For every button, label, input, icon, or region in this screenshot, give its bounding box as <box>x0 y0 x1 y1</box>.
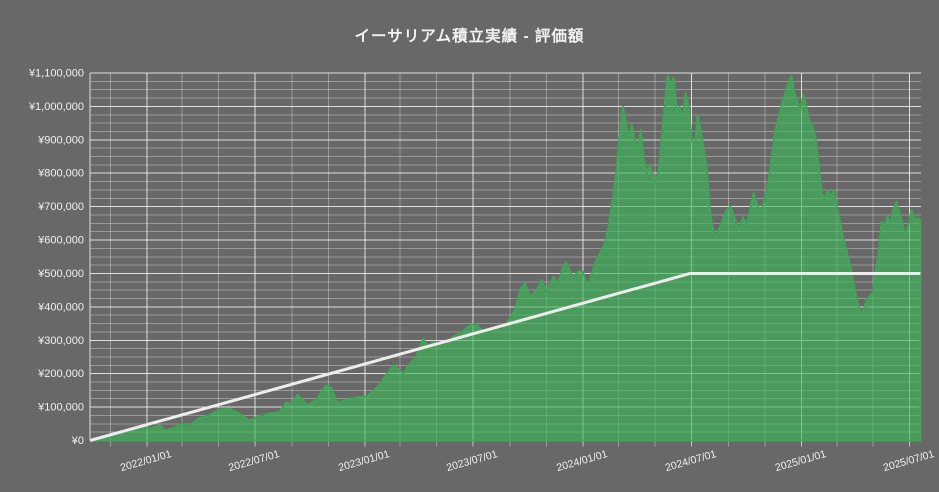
x-axis-ticks <box>109 441 911 447</box>
y-tick-label: ¥200,000 <box>37 368 84 380</box>
x-tick-label: 2024/07/01 <box>664 448 718 474</box>
y-tick-label: ¥0 <box>71 435 84 447</box>
y-tick-label: ¥700,000 <box>37 201 84 213</box>
x-tick-label: 2024/01/01 <box>555 448 609 474</box>
x-tick-label: 2025/01/01 <box>774 448 828 474</box>
y-tick-label: ¥300,000 <box>37 335 84 347</box>
y-tick-label: ¥400,000 <box>37 301 84 313</box>
x-tick-label: 2022/01/01 <box>119 448 173 474</box>
x-tick-label: 2023/07/01 <box>445 448 499 474</box>
y-tick-label: ¥1,100,000 <box>28 68 84 80</box>
y-tick-label: ¥1,000,000 <box>28 101 84 113</box>
y-axis-tick-labels: ¥0 ¥100,000 ¥200,000 ¥300,000 ¥400,000 ¥500,0… <box>28 68 84 448</box>
x-tick-label: 2022/07/01 <box>227 448 281 474</box>
reference-line-series <box>89 272 921 442</box>
x-tick-label: 2025/07/01 <box>882 448 936 474</box>
y-tick-label: ¥100,000 <box>37 402 84 414</box>
y-tick-label: ¥500,000 <box>37 268 84 280</box>
x-axis-tick-labels: 2022/01/01 2022/07/01 2023/01/01 2023/07/01… <box>119 448 936 474</box>
valuation-area-series <box>89 74 922 442</box>
y-tick-label: ¥600,000 <box>37 235 84 247</box>
y-tick-label: ¥900,000 <box>37 134 84 146</box>
y-tick-label: ¥800,000 <box>37 168 84 180</box>
x-tick-label: 2023/01/01 <box>337 448 391 474</box>
